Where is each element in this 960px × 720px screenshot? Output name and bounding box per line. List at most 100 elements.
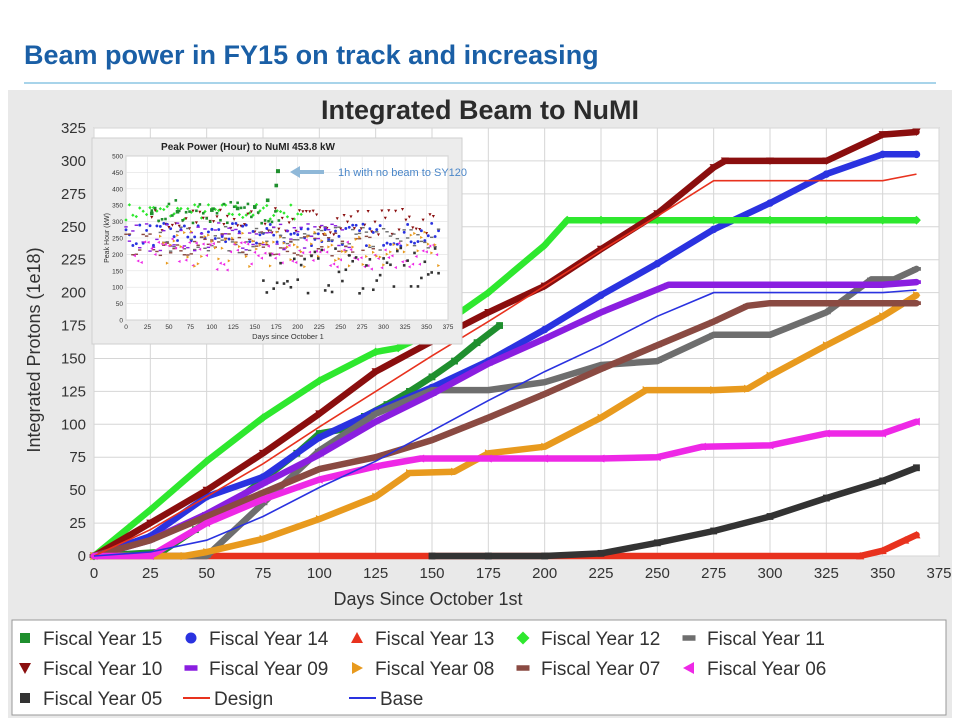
series-point-fiscal-year-08	[372, 492, 380, 501]
inset-point-fiscal-year-14	[220, 235, 224, 238]
inset-point-fiscal-year-14	[334, 229, 337, 233]
inset-point-fiscal-year-05	[396, 249, 399, 253]
inset-point-fiscal-year-06	[356, 257, 360, 261]
inset-point-fiscal-year-11	[230, 241, 235, 243]
inset-point-fiscal-year-15	[232, 205, 236, 209]
inset-point-fiscal-year-11	[189, 238, 193, 241]
inset-point-fiscal-year-08	[378, 255, 382, 259]
inset-point-fiscal-year-08	[337, 257, 341, 261]
inset-point-fiscal-year-08	[172, 239, 176, 243]
x-tick-label: 125	[363, 565, 388, 582]
inset-point-fiscal-year-10	[356, 210, 360, 214]
series-point-fiscal-year-09	[664, 282, 674, 287]
series-point-fiscal-year-11	[821, 310, 831, 315]
inset-point-fiscal-year-08	[392, 243, 396, 247]
annotation: 1h with no beam to SY120	[290, 166, 467, 179]
inset-point-fiscal-year-10	[153, 209, 157, 213]
inset-x-tick-label: 250	[335, 324, 346, 331]
inset-point-fiscal-year-06	[157, 240, 160, 244]
inset-point-fiscal-year-06	[394, 265, 397, 270]
inset-point-fiscal-year-11	[278, 234, 283, 237]
legend-label-fiscal-year-15: Fiscal Year 15	[43, 629, 162, 650]
inset-point-fiscal-year-06	[218, 261, 222, 265]
inset-point-fiscal-year-06	[380, 266, 384, 270]
inset-y-tick-label: 100	[112, 285, 123, 292]
inset-point-fiscal-year-09	[323, 227, 327, 229]
series-point-fiscal-year-09	[821, 282, 831, 287]
series-point-fiscal-year-09	[371, 419, 381, 424]
inset-point-fiscal-year-09	[199, 232, 204, 235]
series-point-fiscal-year-13	[878, 546, 887, 555]
inset-point-fiscal-year-09	[251, 243, 255, 246]
inset-point-fiscal-year-12	[175, 206, 180, 211]
inset-point-fiscal-year-08	[286, 245, 289, 249]
inset-point-fiscal-year-08	[200, 254, 204, 258]
inset-point-fiscal-year-14	[138, 223, 142, 227]
series-point-fiscal-year-12	[393, 343, 403, 353]
series-point-fiscal-year-09	[720, 282, 730, 287]
inset-point-fiscal-year-08	[406, 243, 410, 247]
arrow-head-icon	[290, 166, 300, 178]
inset-point-fiscal-year-06	[332, 262, 336, 266]
inset-point-fiscal-year-14	[268, 223, 272, 226]
inset-point-fiscal-year-14	[316, 232, 320, 236]
series-point-fiscal-year-09	[427, 392, 437, 396]
inset-point-fiscal-year-06	[321, 248, 325, 252]
series-point-fiscal-year-07	[912, 301, 921, 306]
inset-point-fiscal-year-10	[297, 209, 302, 213]
inset-point-fiscal-year-14	[344, 227, 348, 230]
inset-point-fiscal-year-07	[217, 241, 221, 243]
inset-point-fiscal-year-14	[289, 232, 293, 236]
inset-point-fiscal-year-07	[196, 244, 200, 247]
legend-swatch-fiscal-year-15	[20, 633, 30, 643]
inset-point-fiscal-year-10	[335, 217, 339, 221]
series-point-fiscal-year-07	[821, 301, 831, 306]
series-line-base	[93, 289, 917, 557]
annotation-text: 1h with no beam to SY120	[338, 167, 467, 179]
series-point-fiscal-year-15	[496, 322, 503, 329]
inset-point-fiscal-year-09	[144, 223, 149, 225]
y-tick-label: 200	[61, 285, 86, 302]
inset-point-fiscal-year-12	[272, 213, 276, 218]
inset-point-fiscal-year-05	[375, 279, 379, 282]
inset-point-fiscal-year-08	[275, 230, 279, 234]
series-point-fiscal-year-15	[451, 357, 458, 365]
inset-point-fiscal-year-07	[261, 246, 266, 248]
y-tick-label: 75	[69, 449, 86, 466]
inset-point-fiscal-year-08	[413, 231, 417, 235]
inset-point-fiscal-year-09	[203, 228, 207, 230]
y-tick-label: 100	[61, 416, 86, 433]
legend-label-fiscal-year-09: Fiscal Year 09	[209, 659, 328, 680]
inset-point-fiscal-year-14	[358, 229, 361, 232]
inset-point-fiscal-year-11	[436, 228, 441, 230]
inset-point-fiscal-year-14	[193, 235, 197, 239]
inset-point-fiscal-year-05	[317, 257, 320, 260]
inset-point-fiscal-year-11	[399, 240, 403, 242]
series-point-fiscal-year-06	[371, 462, 380, 471]
inset-point-fiscal-year-10	[318, 226, 322, 230]
inset-point-fiscal-year-07	[364, 235, 369, 238]
y-tick-label: 300	[61, 153, 86, 170]
inset-point-fiscal-year-06	[150, 246, 154, 251]
inset-point-fiscal-year-07	[223, 237, 228, 240]
inset-point-fiscal-year-09	[162, 229, 166, 232]
inset-point-fiscal-year-05	[323, 289, 327, 292]
inset-y-tick-label: 450	[112, 170, 123, 177]
inset-point-fiscal-year-05	[430, 271, 433, 274]
inset-point-fiscal-year-12	[220, 203, 224, 207]
inset-point-fiscal-year-14	[406, 223, 410, 226]
series-point-fiscal-year-07	[427, 438, 437, 442]
inset-point-fiscal-year-06	[325, 250, 329, 254]
inset-point-fiscal-year-08	[420, 235, 423, 240]
inset-point-fiscal-year-06	[184, 258, 188, 262]
series-point-fiscal-year-09	[540, 336, 550, 341]
series-point-fiscal-year-07	[540, 392, 550, 396]
inset-point-fiscal-year-11	[186, 227, 190, 230]
inset-x-tick-label: 50	[165, 324, 173, 331]
inset-point-fiscal-year-10	[301, 210, 305, 214]
legend-swatch-fiscal-year-11	[682, 635, 696, 641]
inset-point-fiscal-year-08	[433, 243, 437, 247]
inset-point-fiscal-year-10	[411, 226, 415, 230]
y-tick-label: 175	[61, 318, 86, 335]
inset-point-fiscal-year-10	[342, 213, 346, 217]
